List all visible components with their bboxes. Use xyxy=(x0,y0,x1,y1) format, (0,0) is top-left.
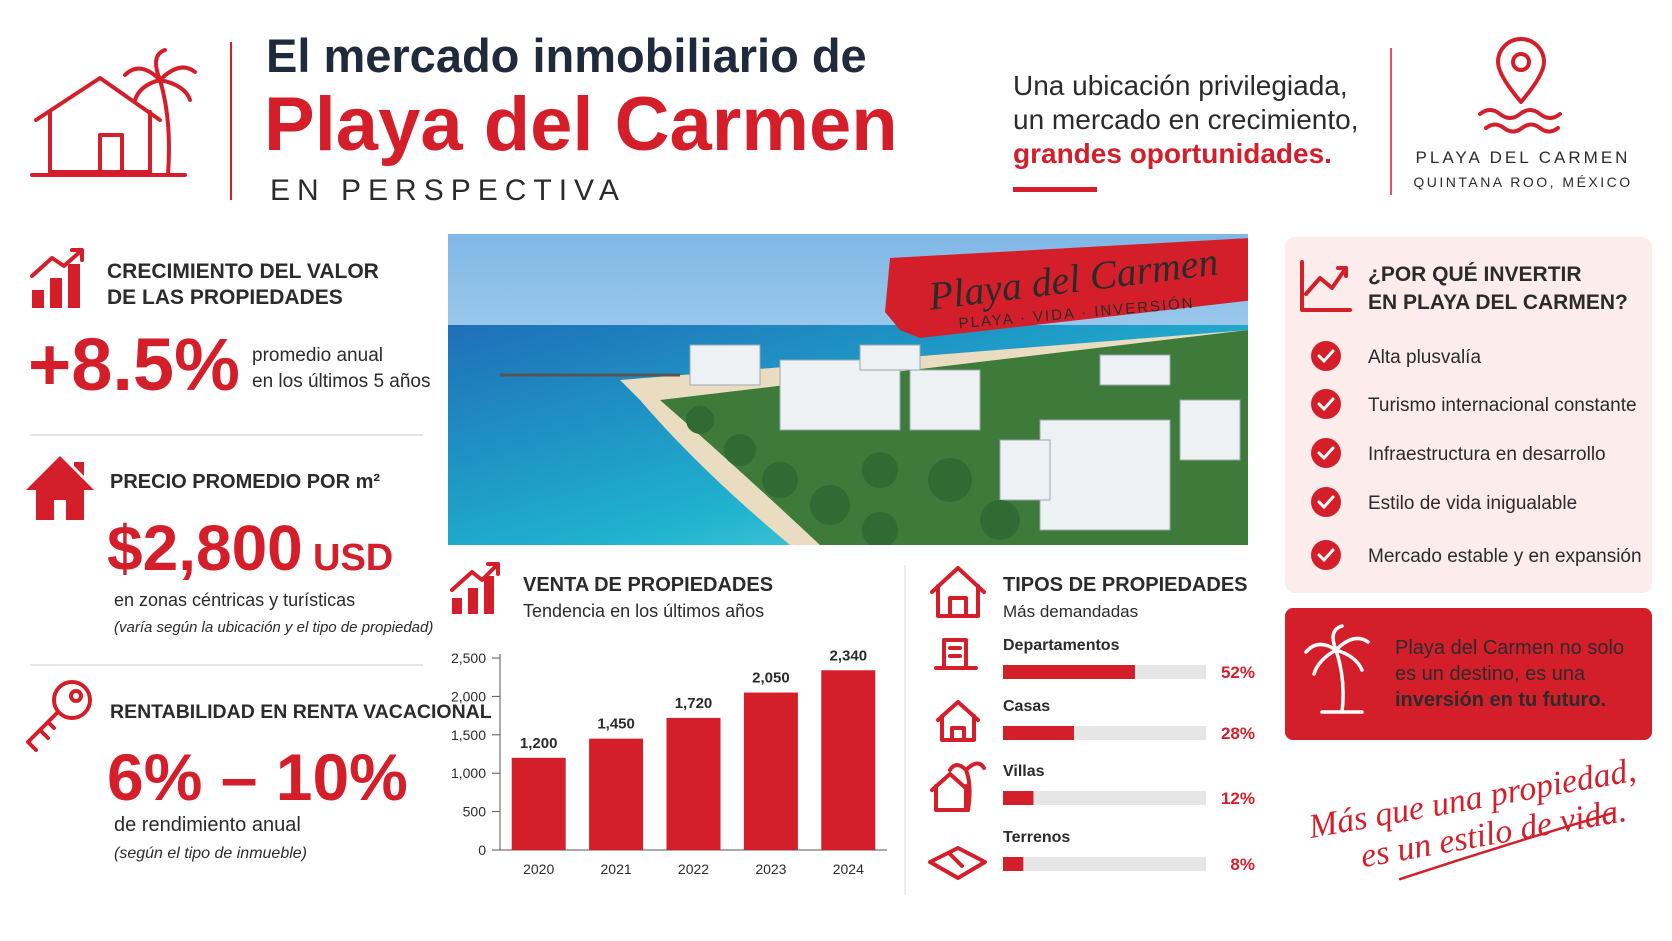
y-tick-label: 1,000 xyxy=(451,765,486,781)
types-icon xyxy=(930,566,986,618)
stat-unit: USD xyxy=(313,537,393,579)
check-mark xyxy=(1317,548,1335,563)
closing: Más que una propiedad, es un estilo de v… xyxy=(1305,752,1639,881)
value-label: 1,200 xyxy=(520,735,558,752)
stat-note: (según el tipo de inmueble) xyxy=(114,845,307,862)
why-title: ¿POR QUÉ INVERTIR xyxy=(1368,263,1582,286)
x-tick-label: 2024 xyxy=(833,861,864,877)
stat-value: 6% – 10% xyxy=(107,740,408,814)
title: Playa del Carmen xyxy=(264,82,898,167)
tagline: un mercado en crecimiento, xyxy=(1013,104,1359,135)
value-label: 1,720 xyxy=(675,695,713,712)
check-circle xyxy=(1311,540,1341,570)
why-item: Alta plusvalía xyxy=(1368,347,1481,368)
stat-title: CRECIMIENTO DEL VALOR xyxy=(107,260,379,283)
stat-caption: promedio anual xyxy=(252,345,383,366)
value-label: 28% xyxy=(1221,724,1255,743)
bar-track xyxy=(1003,791,1206,805)
x-tick-label: 2022 xyxy=(678,861,709,877)
callout-text: inversión en tu futuro. xyxy=(1395,689,1606,711)
category-label: Departamentos xyxy=(1003,637,1120,654)
value-label: 2,050 xyxy=(752,670,790,687)
stat-value: +8.5% xyxy=(28,323,240,406)
growth-icon xyxy=(30,248,84,308)
stat-caption: en los últimos 5 años xyxy=(252,371,431,392)
bar xyxy=(1003,665,1135,679)
stat-title: RENTABILIDAD EN RENTA VACACIONAL xyxy=(110,701,492,723)
bar xyxy=(1003,726,1075,740)
why-item: Turismo internacional constante xyxy=(1368,395,1637,416)
sales-icon xyxy=(450,562,500,614)
location-region: QUINTANA ROO, MÉXICO xyxy=(1413,174,1632,190)
why-list: Alta plusvalía Turismo internacional cons… xyxy=(1311,341,1642,570)
stat-title: DE LAS PROPIEDADES xyxy=(107,286,343,309)
check-mark xyxy=(1317,446,1335,461)
value-label: 8% xyxy=(1230,855,1255,874)
y-tick-label: 2,000 xyxy=(451,688,486,704)
check-circle xyxy=(1311,487,1341,517)
bar xyxy=(511,757,566,850)
house-palm-icon xyxy=(30,48,197,177)
value-label: 1,450 xyxy=(597,716,635,733)
value-label: 12% xyxy=(1221,789,1255,808)
category-label: Villas xyxy=(1003,763,1045,780)
callout-box xyxy=(1285,608,1652,740)
x-tick-label: 2021 xyxy=(601,861,632,877)
subtitle: EN PERSPECTIVA xyxy=(270,174,626,207)
x-tick-label: 2020 xyxy=(523,861,554,877)
tagline: grandes oportunidades. xyxy=(1013,138,1332,169)
value-label: 2,340 xyxy=(830,647,868,664)
accent xyxy=(1013,187,1097,192)
check-mark xyxy=(1317,397,1335,412)
why-title: EN PLAYA DEL CARMEN? xyxy=(1368,291,1628,314)
bar-track xyxy=(1003,857,1206,871)
house-icon xyxy=(26,456,94,520)
chart-title: TIPOS DE PROPIEDADES xyxy=(1003,574,1248,596)
key-icon xyxy=(26,680,92,752)
type-icons xyxy=(928,638,987,880)
why-item: Mercado estable y en expansión xyxy=(1368,546,1642,567)
location-name: PLAYA DEL CARMEN xyxy=(1416,148,1631,167)
check-circle xyxy=(1311,341,1341,371)
callout-text: es un destino, es una xyxy=(1395,663,1586,685)
why-item: Estilo de vida inigualable xyxy=(1368,493,1577,514)
check-mark xyxy=(1317,495,1335,510)
check-circle xyxy=(1311,389,1341,419)
y-tick-label: 1,500 xyxy=(451,727,486,743)
check-mark xyxy=(1317,349,1335,364)
why-panel xyxy=(1285,237,1652,593)
location-icon xyxy=(1478,37,1562,134)
title: El mercado inmobiliario de xyxy=(266,29,867,82)
bar xyxy=(589,738,644,850)
stat-caption: de rendimiento anual xyxy=(114,814,301,836)
palm-icon xyxy=(1304,624,1370,714)
bar xyxy=(821,670,876,850)
callout-text: Playa del Carmen no solo xyxy=(1395,637,1624,659)
bar xyxy=(1003,791,1034,805)
value-label: 52% xyxy=(1221,663,1255,682)
y-tick-label: 2,500 xyxy=(451,650,486,666)
hero-image xyxy=(448,234,1248,545)
category-label: Casas xyxy=(1003,698,1050,715)
stat-caption: en zonas céntricas y turísticas xyxy=(114,590,355,610)
bar xyxy=(743,692,798,850)
y-tick-label: 0 xyxy=(478,842,486,858)
stat-note: (varía según la ubicación y el tipo de p… xyxy=(114,619,433,636)
check-circle xyxy=(1311,438,1341,468)
x-tick-label: 2023 xyxy=(755,861,786,877)
why-item: Infraestructura en desarrollo xyxy=(1368,444,1606,465)
why-icon xyxy=(1300,260,1352,312)
stat-title: PRECIO PROMEDIO POR m² xyxy=(110,471,380,493)
category-label: Terrenos xyxy=(1003,829,1070,846)
chart-title: VENTA DE PROPIEDADES xyxy=(523,574,773,596)
chart-subtitle: Tendencia en los últimos años xyxy=(523,601,764,621)
y-tick-label: 500 xyxy=(463,804,487,820)
bar xyxy=(1003,857,1024,871)
chart-subtitle: Más demandadas xyxy=(1003,602,1138,621)
bar xyxy=(666,717,721,850)
tagline: Una ubicación privilegiada, xyxy=(1013,70,1348,101)
stat-value: $2,800 xyxy=(107,512,303,584)
